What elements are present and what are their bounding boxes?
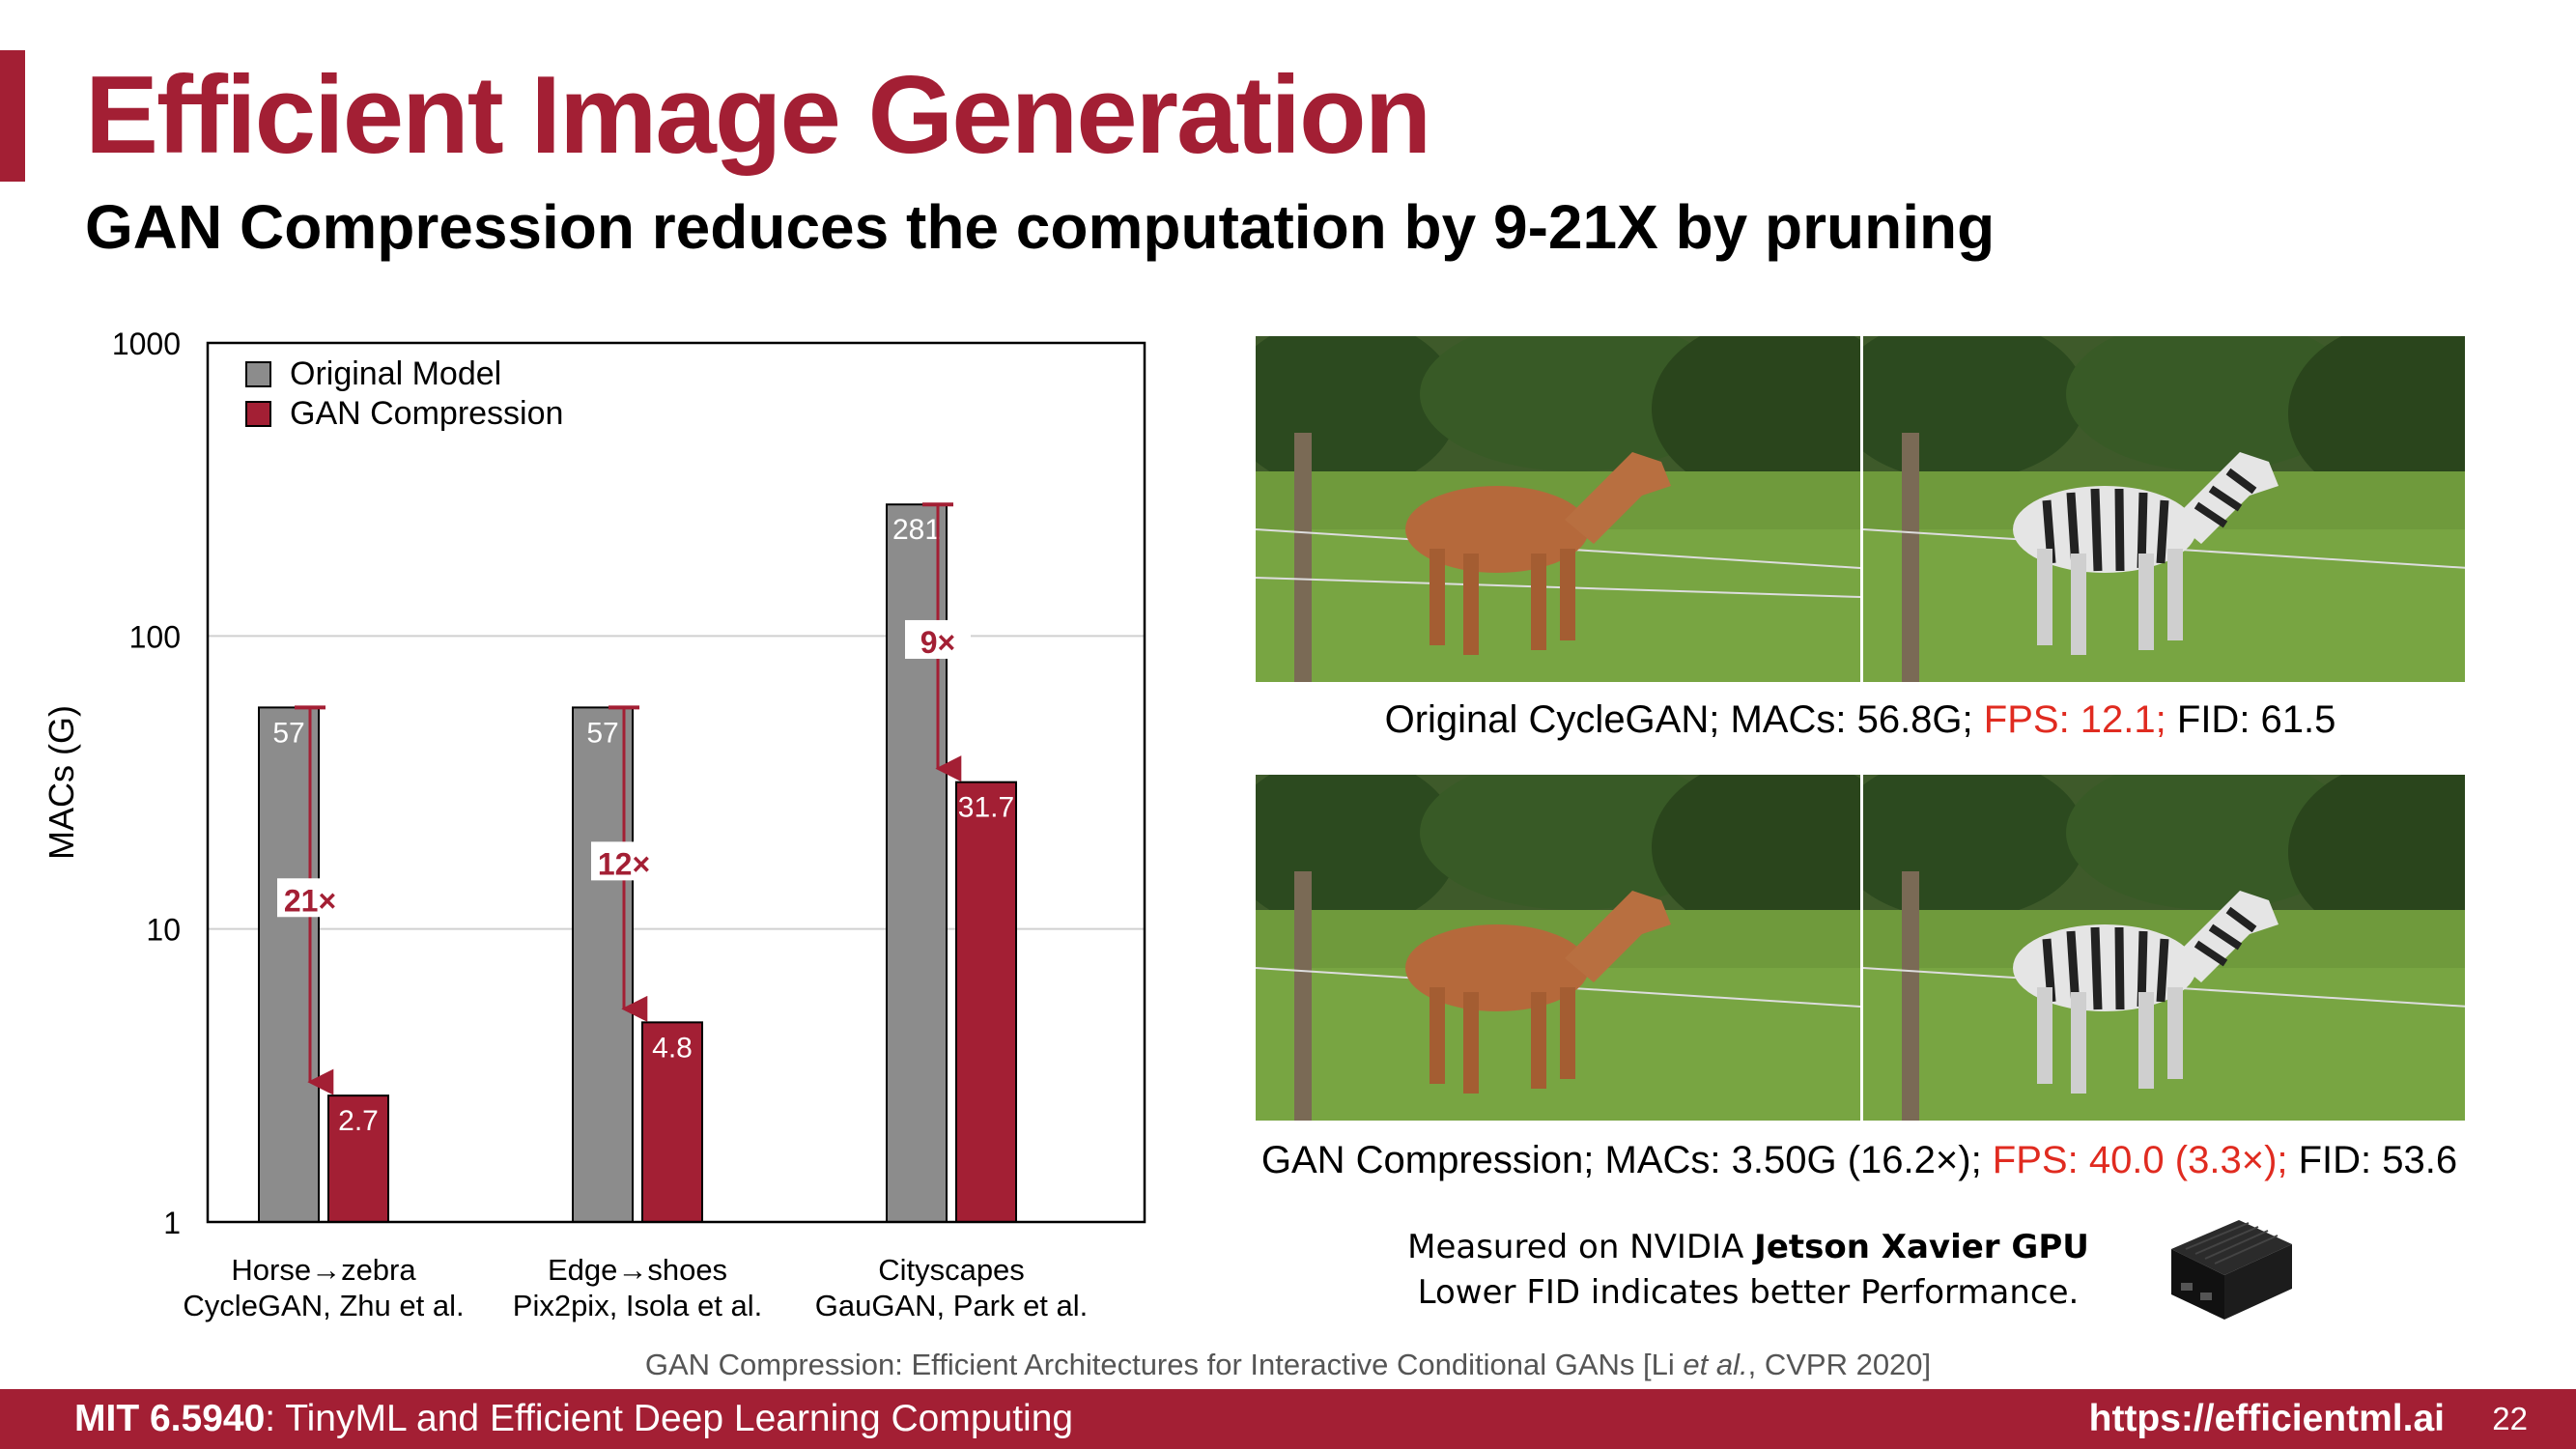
bar-gan-compression: [955, 781, 1017, 1223]
gan-compression-caption: GAN Compression; MACs: 3.50G (16.2×); FP…: [1260, 1139, 2458, 1181]
bar-value-label: 57: [272, 717, 304, 749]
bottom-comparison-image: [1256, 775, 2465, 1121]
y-tick-label: 100: [129, 619, 181, 654]
slide-subtitle: GAN Compression reduces the computation …: [85, 192, 1996, 262]
category-label: Cityscapes: [878, 1253, 1025, 1287]
legend-swatch: [245, 401, 271, 427]
page-number: 22: [2492, 1401, 2528, 1436]
category-sublabel: CycleGAN, Zhu et al.: [183, 1289, 464, 1322]
annotation-bg: [277, 878, 343, 918]
reduction-factor-label: 21×: [284, 883, 336, 918]
annotation-bg: [591, 841, 657, 881]
legend-label: GAN Compression: [290, 395, 563, 432]
bar-value-label: 31.7: [958, 792, 1014, 824]
y-tick-label: 10: [146, 913, 181, 948]
bar-gan-compression: [641, 1021, 703, 1223]
reduction-factor-label: 9×: [920, 625, 955, 660]
top-comparison-image: [1256, 336, 2465, 682]
category-sublabel: Pix2pix, Isola et al.: [513, 1289, 762, 1322]
category-label: Edge→shoes: [548, 1253, 727, 1287]
y-tick-label: 1000: [112, 327, 181, 361]
annotation-bg: [905, 619, 971, 659]
measurement-note: Measured on NVIDIA Jetson Xavier GPU Low…: [1352, 1225, 2144, 1316]
reduction-factor-label: 12×: [598, 846, 650, 881]
category-sublabel: GauGAN, Park et al.: [815, 1289, 1089, 1322]
zebra-photo: [1860, 775, 2465, 1121]
macs-bar-chart: 57 2.7 57 4.8 281 31.7 21× 12× 9× MACs (G) Orig…: [42, 327, 1146, 1322]
title-accent-bar: [0, 50, 25, 182]
jetson-xavier-device-icon: [2171, 1220, 2292, 1320]
bar-value-label: 57: [586, 717, 618, 749]
zebra-photo: [1860, 336, 2465, 682]
paper-citation: GAN Compression: Efficient Architectures…: [644, 1348, 1932, 1381]
note-line-1: Measured on NVIDIA Jetson Xavier GPU: [1407, 1228, 2089, 1266]
horse-photo: [1256, 775, 1860, 1121]
y-axis-label: MACs (G): [42, 705, 81, 860]
horse-photo: [1256, 336, 1860, 682]
slide-title: Efficient Image Generation: [85, 54, 1431, 177]
bar-gan-compression: [327, 1094, 389, 1224]
bar-value-label: 2.7: [338, 1105, 379, 1137]
category-label: Horse→zebra: [231, 1253, 416, 1287]
legend-label: Original Model: [290, 355, 501, 392]
note-line-2: Lower FID indicates better Performance.: [1417, 1273, 2080, 1312]
footer-bar: MIT 6.5940: TinyML and Efficient Deep Le…: [0, 1389, 2576, 1449]
original-cyclegan-caption: Original CycleGAN; MACs: 56.8G; FPS: 12.…: [1384, 698, 2336, 741]
bar-value-label: 4.8: [652, 1032, 693, 1064]
course-url-link[interactable]: https://efficientml.ai: [2088, 1398, 2445, 1439]
legend-swatch: [245, 361, 271, 387]
course-title: MIT 6.5940: TinyML and Efficient Deep Le…: [74, 1398, 1074, 1439]
y-tick-label: 1: [163, 1206, 181, 1240]
bar-value-label: 281: [892, 514, 941, 546]
plot-frame: [206, 341, 1146, 1224]
